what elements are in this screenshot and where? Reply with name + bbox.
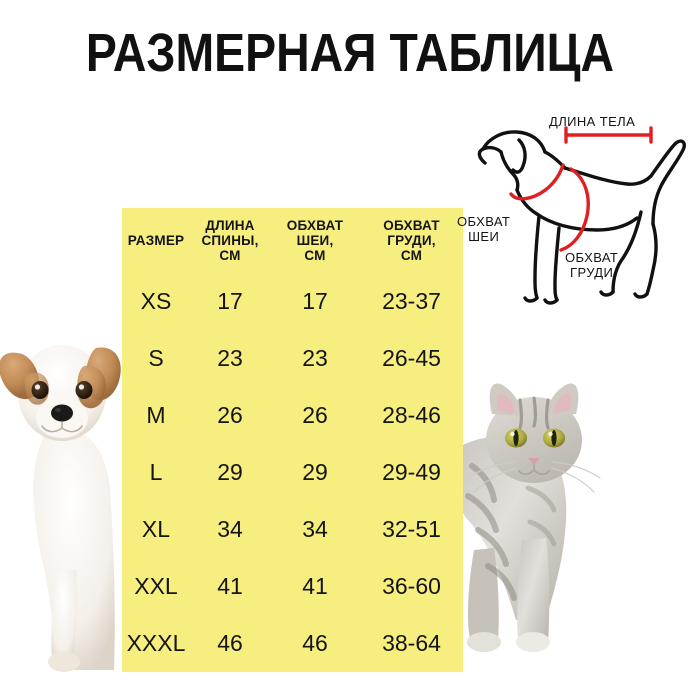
- table-cell-chest: 38-64: [382, 630, 441, 657]
- table-cell-back: 41: [217, 573, 243, 600]
- column-header-back-length-line3: СМ: [219, 247, 241, 263]
- table-header-row: РАЗМЕР ДЛИНА СПИНЫ, СМ ОБХВАТ ШЕИ, СМ ОБ…: [122, 208, 463, 272]
- column-header-chest-girth-line1: ОБХВАТ: [383, 217, 440, 233]
- diagram-label-chest-girth-line2: ГРУДИ: [570, 265, 614, 280]
- size-table-block: РАЗМЕР ДЛИНА СПИНЫ, СМ ОБХВАТ ШЕИ, СМ ОБ…: [122, 208, 463, 672]
- column-header-size-label: РАЗМЕР: [127, 232, 185, 248]
- table-row: S 23 23 26-45: [122, 329, 463, 386]
- table-cell-neck: 29: [302, 458, 328, 485]
- table-cell-size: M: [146, 401, 166, 428]
- dog-outline-icon: [477, 126, 686, 305]
- diagram-label-chest-girth: ОБХВАТ ГРУДИ: [565, 250, 618, 280]
- table-cell-neck: 34: [302, 516, 328, 543]
- table-cell-neck: 46: [302, 630, 328, 657]
- column-header-neck-girth-line3: СМ: [304, 247, 326, 263]
- table-cell-neck: 17: [302, 287, 328, 314]
- table-cell-size: L: [149, 458, 163, 485]
- column-header-neck-girth-line1: ОБХВАТ: [286, 217, 344, 233]
- table-cell-back: 23: [217, 344, 243, 371]
- table-row: XXL 41 41 36-60: [122, 558, 463, 615]
- diagram-label-chest-girth-line1: ОБХВАТ: [565, 250, 619, 265]
- diagram-label-neck-girth-line1: ОБХВАТ: [457, 214, 511, 229]
- table-row: M 26 26 28-46: [122, 386, 463, 443]
- table-cell-chest: 26-45: [382, 344, 441, 371]
- diagram-label-body-length-text: ДЛИНА ТЕЛА: [549, 114, 636, 129]
- column-header-neck-girth: ОБХВАТ ШЕИ, СМ: [270, 208, 360, 272]
- table-cell-neck: 26: [302, 401, 328, 428]
- table-cell-back: 26: [217, 401, 243, 428]
- table-cell-neck: 23: [302, 344, 328, 371]
- column-header-chest-girth-line2: ГРУДИ,: [387, 232, 436, 248]
- table-cell-neck: 41: [302, 573, 328, 600]
- table-cell-back: 29: [217, 458, 243, 485]
- table-cell-back: 34: [217, 516, 243, 543]
- table-cell-chest: 29-49: [382, 458, 441, 485]
- table-cell-back: 46: [217, 630, 243, 657]
- page-title: РАЗМЕРНАЯ ТАБЛИЦА: [85, 23, 615, 83]
- cat-photo: [454, 370, 700, 670]
- table-cell-size: S: [148, 344, 164, 371]
- table-cell-size: XL: [141, 516, 171, 543]
- column-header-back-length-line1: ДЛИНА: [205, 217, 255, 233]
- column-header-back-length-line2: СПИНЫ,: [201, 232, 259, 248]
- diagram-label-neck-girth: ОБХВАТ ШЕИ: [457, 214, 510, 244]
- column-header-neck-girth-line2: ШЕИ,: [296, 232, 334, 248]
- table-body: XS 17 17 23-37 S 23 23 26-45 M 26 26 28-46 L 29 29 29-4…: [122, 272, 463, 672]
- table-cell-chest: 28-46: [382, 401, 441, 428]
- table-cell-chest: 32-51: [382, 516, 441, 543]
- table-row: XS 17 17 23-37: [122, 272, 463, 329]
- table-header: РАЗМЕР ДЛИНА СПИНЫ, СМ ОБХВАТ ШЕИ, СМ ОБ…: [122, 208, 463, 272]
- diagram-label-body-length: ДЛИНА ТЕЛА: [549, 114, 635, 129]
- column-header-back-length: ДЛИНА СПИНЫ, СМ: [190, 208, 270, 272]
- table-cell-size: XXXL: [126, 630, 186, 657]
- table-cell-size: XS: [140, 287, 172, 314]
- dog-measurement-diagram: ДЛИНА ТЕЛА ОБХВАТ ШЕИ ОБХВАТ ГРУДИ: [455, 112, 700, 307]
- table-cell-chest: 23-37: [382, 287, 441, 314]
- table-row: XXXL 46 46 38-64: [122, 615, 463, 672]
- table-cell-chest: 36-60: [382, 573, 441, 600]
- diagram-label-neck-girth-line2: ШЕИ: [468, 229, 500, 244]
- table-row: L 29 29 29-49: [122, 443, 463, 500]
- table-row: XL 34 34 32-51: [122, 501, 463, 558]
- table-cell-back: 17: [217, 287, 243, 314]
- column-header-chest-girth-line3: СМ: [400, 247, 423, 263]
- size-table: РАЗМЕР ДЛИНА СПИНЫ, СМ ОБХВАТ ШЕИ, СМ ОБ…: [122, 208, 463, 672]
- column-header-chest-girth: ОБХВАТ ГРУДИ, СМ: [360, 208, 463, 272]
- dog-photo: [0, 318, 127, 673]
- column-header-size: РАЗМЕР: [122, 208, 190, 272]
- table-cell-size: XXL: [134, 573, 178, 600]
